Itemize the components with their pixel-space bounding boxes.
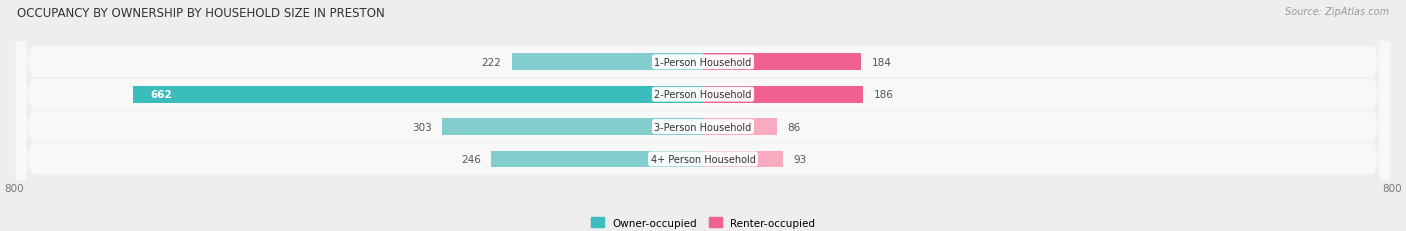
Bar — [703, 86, 863, 103]
Text: 93: 93 — [793, 154, 807, 164]
Text: 86: 86 — [787, 122, 800, 132]
Legend: Owner-occupied, Renter-occupied: Owner-occupied, Renter-occupied — [591, 217, 815, 228]
FancyBboxPatch shape — [15, 0, 1391, 231]
Text: 186: 186 — [873, 90, 893, 100]
Bar — [491, 151, 703, 168]
FancyBboxPatch shape — [15, 0, 1391, 231]
Bar — [441, 119, 703, 135]
Text: Source: ZipAtlas.com: Source: ZipAtlas.com — [1285, 7, 1389, 17]
Text: 4+ Person Household: 4+ Person Household — [651, 154, 755, 164]
Bar — [512, 54, 703, 71]
Text: OCCUPANCY BY OWNERSHIP BY HOUSEHOLD SIZE IN PRESTON: OCCUPANCY BY OWNERSHIP BY HOUSEHOLD SIZE… — [17, 7, 385, 20]
Text: 1-Person Household: 1-Person Household — [654, 58, 752, 67]
Bar — [703, 119, 778, 135]
Text: 662: 662 — [150, 90, 172, 100]
Bar — [134, 86, 703, 103]
Text: 184: 184 — [872, 58, 891, 67]
Bar — [703, 151, 783, 168]
FancyBboxPatch shape — [15, 0, 1391, 231]
Text: 246: 246 — [461, 154, 481, 164]
Text: 3-Person Household: 3-Person Household — [654, 122, 752, 132]
Text: 2-Person Household: 2-Person Household — [654, 90, 752, 100]
Text: 222: 222 — [482, 58, 502, 67]
Bar — [703, 54, 862, 71]
FancyBboxPatch shape — [15, 0, 1391, 231]
Text: 303: 303 — [412, 122, 432, 132]
